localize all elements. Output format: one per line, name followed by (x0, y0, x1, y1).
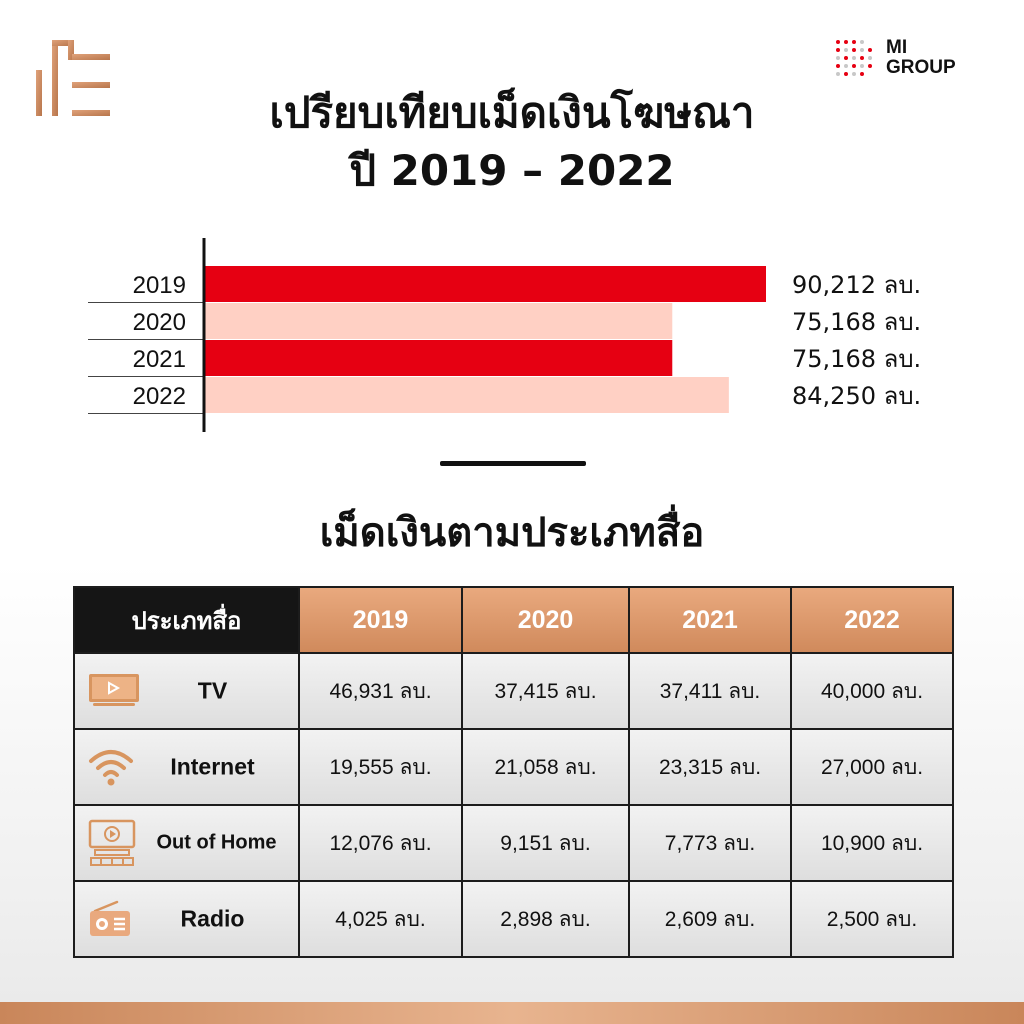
page-title: เปรียบเทียบเม็ดเงินโฆษณา (269, 88, 755, 137)
radio-icon (90, 900, 130, 936)
value-cell: 2,898 ลบ. (461, 880, 630, 958)
bar (204, 266, 766, 302)
ad-spend-bar-chart: 2019 90,212 ลบ. 2020 75,168 ลบ. 2021 75,168 ล… (88, 238, 921, 432)
value-cell: 37,415 ลบ. (461, 652, 630, 730)
media-name: Radio (180, 905, 245, 932)
bar (204, 377, 729, 413)
header-year: 2021 (628, 586, 792, 654)
bar (204, 340, 673, 376)
value-cell: 10,900 ลบ. (790, 804, 954, 882)
pillar-logo-icon (36, 40, 110, 116)
value-cell: 21,058 ลบ. (461, 728, 630, 806)
bar (204, 303, 673, 339)
category-label: 2019 (133, 272, 186, 299)
value-cell: 40,000 ลบ. (790, 652, 954, 730)
header-year: 2022 (790, 586, 954, 654)
value-cell: 37,411 ลบ. (628, 652, 792, 730)
dot-grid-logo-icon (836, 40, 872, 76)
value-cell: 46,931 ลบ. (298, 652, 463, 730)
table-row: TV 46,931 ลบ. 37,415 ลบ. 37,411 ลบ. 40,0… (73, 652, 954, 730)
billboard-icon (88, 819, 136, 866)
wifi-icon (89, 750, 133, 786)
value-label: 90,212 ลบ. (792, 271, 921, 299)
header-media-type: ประเภทสื่อ (73, 586, 300, 654)
logo-text-group: GROUP (886, 57, 956, 78)
page-subtitle: ปี 2019 – 2022 (349, 146, 675, 195)
value-label: 75,168 ลบ. (792, 345, 921, 373)
logo-text-mi: MI (886, 37, 908, 58)
header-year: 2019 (298, 586, 463, 654)
media-spend-table: ประเภทสื่อ 2019 2020 2021 2022 TV 46,931… (73, 586, 954, 958)
section-title: เม็ดเงินตามประเภทสื่อ (319, 510, 705, 556)
category-label: 2022 (133, 383, 186, 410)
value-cell: 4,025 ลบ. (298, 880, 463, 958)
media-name: Internet (170, 753, 255, 780)
tv-icon (89, 674, 139, 706)
value-cell: 7,773 ลบ. (628, 804, 792, 882)
value-cell: 27,000 ลบ. (790, 728, 954, 806)
bottom-accent-strip (0, 1002, 1024, 1024)
mi-group-logo: MI GROUP (834, 38, 1004, 82)
value-cell: 2,609 ลบ. (628, 880, 792, 958)
value-cell: 9,151 ลบ. (461, 804, 630, 882)
media-name: Out of Home (156, 831, 277, 854)
media-name-cell: TV (73, 652, 300, 730)
media-name: TV (197, 677, 228, 704)
category-label: 2020 (133, 309, 186, 336)
media-name-cell: Radio (73, 880, 300, 958)
table-row: Radio 4,025 ลบ. 2,898 ลบ. 2,609 ลบ. 2,50… (73, 880, 954, 958)
category-label: 2021 (133, 346, 186, 373)
value-label: 84,250 ลบ. (792, 382, 921, 410)
section-divider (440, 461, 586, 466)
media-name-cell: Internet (73, 728, 300, 806)
table-header-row: ประเภทสื่อ 2019 2020 2021 2022 (73, 586, 954, 654)
value-cell: 2,500 ลบ. (790, 880, 954, 958)
value-cell: 19,555 ลบ. (298, 728, 463, 806)
value-cell: 12,076 ลบ. (298, 804, 463, 882)
media-name-cell: Out of Home (73, 804, 300, 882)
header-year: 2020 (461, 586, 630, 654)
value-label: 75,168 ลบ. (792, 308, 921, 336)
value-cell: 23,315 ลบ. (628, 728, 792, 806)
table-row: Internet 19,555 ลบ. 21,058 ลบ. 23,315 ลบ… (73, 728, 954, 806)
table-row: Out of Home 12,076 ลบ. 9,151 ลบ. 7,773 ล… (73, 804, 954, 882)
